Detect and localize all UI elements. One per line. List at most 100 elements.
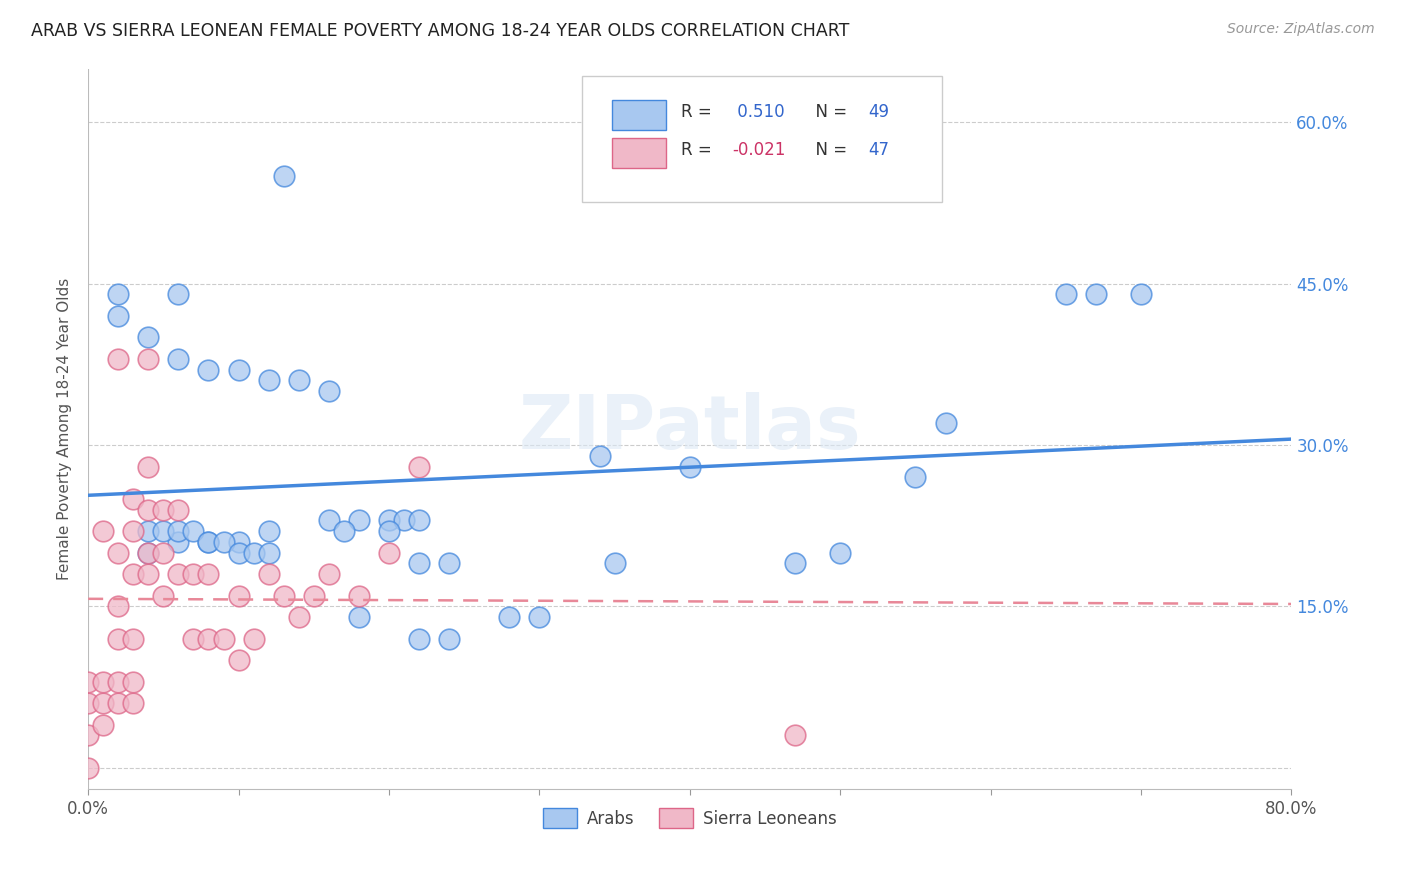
- Point: [167, 524, 190, 538]
- Point: [228, 589, 250, 603]
- Text: ZIPatlas: ZIPatlas: [519, 392, 860, 466]
- Y-axis label: Female Poverty Among 18-24 Year Olds: Female Poverty Among 18-24 Year Olds: [58, 277, 72, 580]
- Point: [107, 545, 129, 559]
- Point: [273, 589, 295, 603]
- Point: [318, 567, 340, 582]
- Text: N =: N =: [806, 103, 852, 120]
- Point: [242, 632, 264, 646]
- Point: [107, 632, 129, 646]
- Text: 47: 47: [868, 141, 889, 159]
- Point: [152, 589, 174, 603]
- Text: 49: 49: [868, 103, 889, 120]
- Point: [152, 502, 174, 516]
- Point: [107, 599, 129, 614]
- Point: [408, 557, 430, 571]
- Point: [136, 545, 159, 559]
- Point: [152, 545, 174, 559]
- Point: [136, 502, 159, 516]
- Point: [378, 524, 401, 538]
- Point: [529, 610, 551, 624]
- Point: [408, 632, 430, 646]
- Point: [302, 589, 325, 603]
- Point: [785, 728, 807, 742]
- Point: [437, 557, 460, 571]
- Point: [228, 545, 250, 559]
- Point: [378, 513, 401, 527]
- Point: [333, 524, 356, 538]
- Point: [167, 287, 190, 301]
- Point: [122, 567, 145, 582]
- Text: Source: ZipAtlas.com: Source: ZipAtlas.com: [1227, 22, 1375, 37]
- Point: [122, 491, 145, 506]
- Point: [197, 362, 219, 376]
- Point: [183, 632, 205, 646]
- Point: [257, 545, 280, 559]
- Point: [318, 384, 340, 399]
- FancyBboxPatch shape: [612, 137, 665, 168]
- Point: [287, 610, 309, 624]
- Point: [197, 534, 219, 549]
- Point: [77, 728, 100, 742]
- Point: [603, 557, 626, 571]
- Point: [136, 330, 159, 344]
- Legend: Arabs, Sierra Leoneans: Arabs, Sierra Leoneans: [537, 801, 844, 835]
- Point: [1130, 287, 1153, 301]
- Point: [934, 417, 956, 431]
- Point: [408, 459, 430, 474]
- Point: [197, 567, 219, 582]
- FancyBboxPatch shape: [612, 100, 665, 129]
- Point: [588, 449, 610, 463]
- Point: [91, 524, 114, 538]
- Point: [498, 610, 520, 624]
- Point: [228, 534, 250, 549]
- Point: [167, 534, 190, 549]
- Point: [91, 717, 114, 731]
- Point: [167, 502, 190, 516]
- Point: [91, 674, 114, 689]
- Point: [287, 374, 309, 388]
- Point: [378, 545, 401, 559]
- Point: [167, 351, 190, 366]
- Point: [122, 632, 145, 646]
- Point: [257, 374, 280, 388]
- Point: [347, 589, 370, 603]
- Point: [77, 761, 100, 775]
- Point: [122, 696, 145, 710]
- Text: 0.510: 0.510: [733, 103, 785, 120]
- Point: [212, 534, 235, 549]
- Point: [167, 567, 190, 582]
- FancyBboxPatch shape: [582, 76, 942, 202]
- Point: [242, 545, 264, 559]
- Point: [136, 545, 159, 559]
- Point: [347, 610, 370, 624]
- Point: [107, 696, 129, 710]
- Point: [107, 674, 129, 689]
- Point: [122, 524, 145, 538]
- Text: ARAB VS SIERRA LEONEAN FEMALE POVERTY AMONG 18-24 YEAR OLDS CORRELATION CHART: ARAB VS SIERRA LEONEAN FEMALE POVERTY AM…: [31, 22, 849, 40]
- Point: [318, 513, 340, 527]
- Point: [830, 545, 852, 559]
- Point: [1054, 287, 1077, 301]
- Point: [122, 674, 145, 689]
- Text: R =: R =: [682, 103, 717, 120]
- Point: [785, 557, 807, 571]
- Text: N =: N =: [806, 141, 852, 159]
- Point: [183, 567, 205, 582]
- Point: [408, 513, 430, 527]
- Point: [136, 459, 159, 474]
- Point: [136, 524, 159, 538]
- Point: [91, 696, 114, 710]
- Point: [107, 287, 129, 301]
- Point: [1084, 287, 1107, 301]
- Text: R =: R =: [682, 141, 717, 159]
- Point: [197, 534, 219, 549]
- Point: [679, 459, 702, 474]
- Point: [257, 567, 280, 582]
- Point: [197, 632, 219, 646]
- Point: [228, 653, 250, 667]
- Point: [136, 567, 159, 582]
- Point: [77, 674, 100, 689]
- Point: [212, 632, 235, 646]
- Point: [152, 524, 174, 538]
- Point: [107, 351, 129, 366]
